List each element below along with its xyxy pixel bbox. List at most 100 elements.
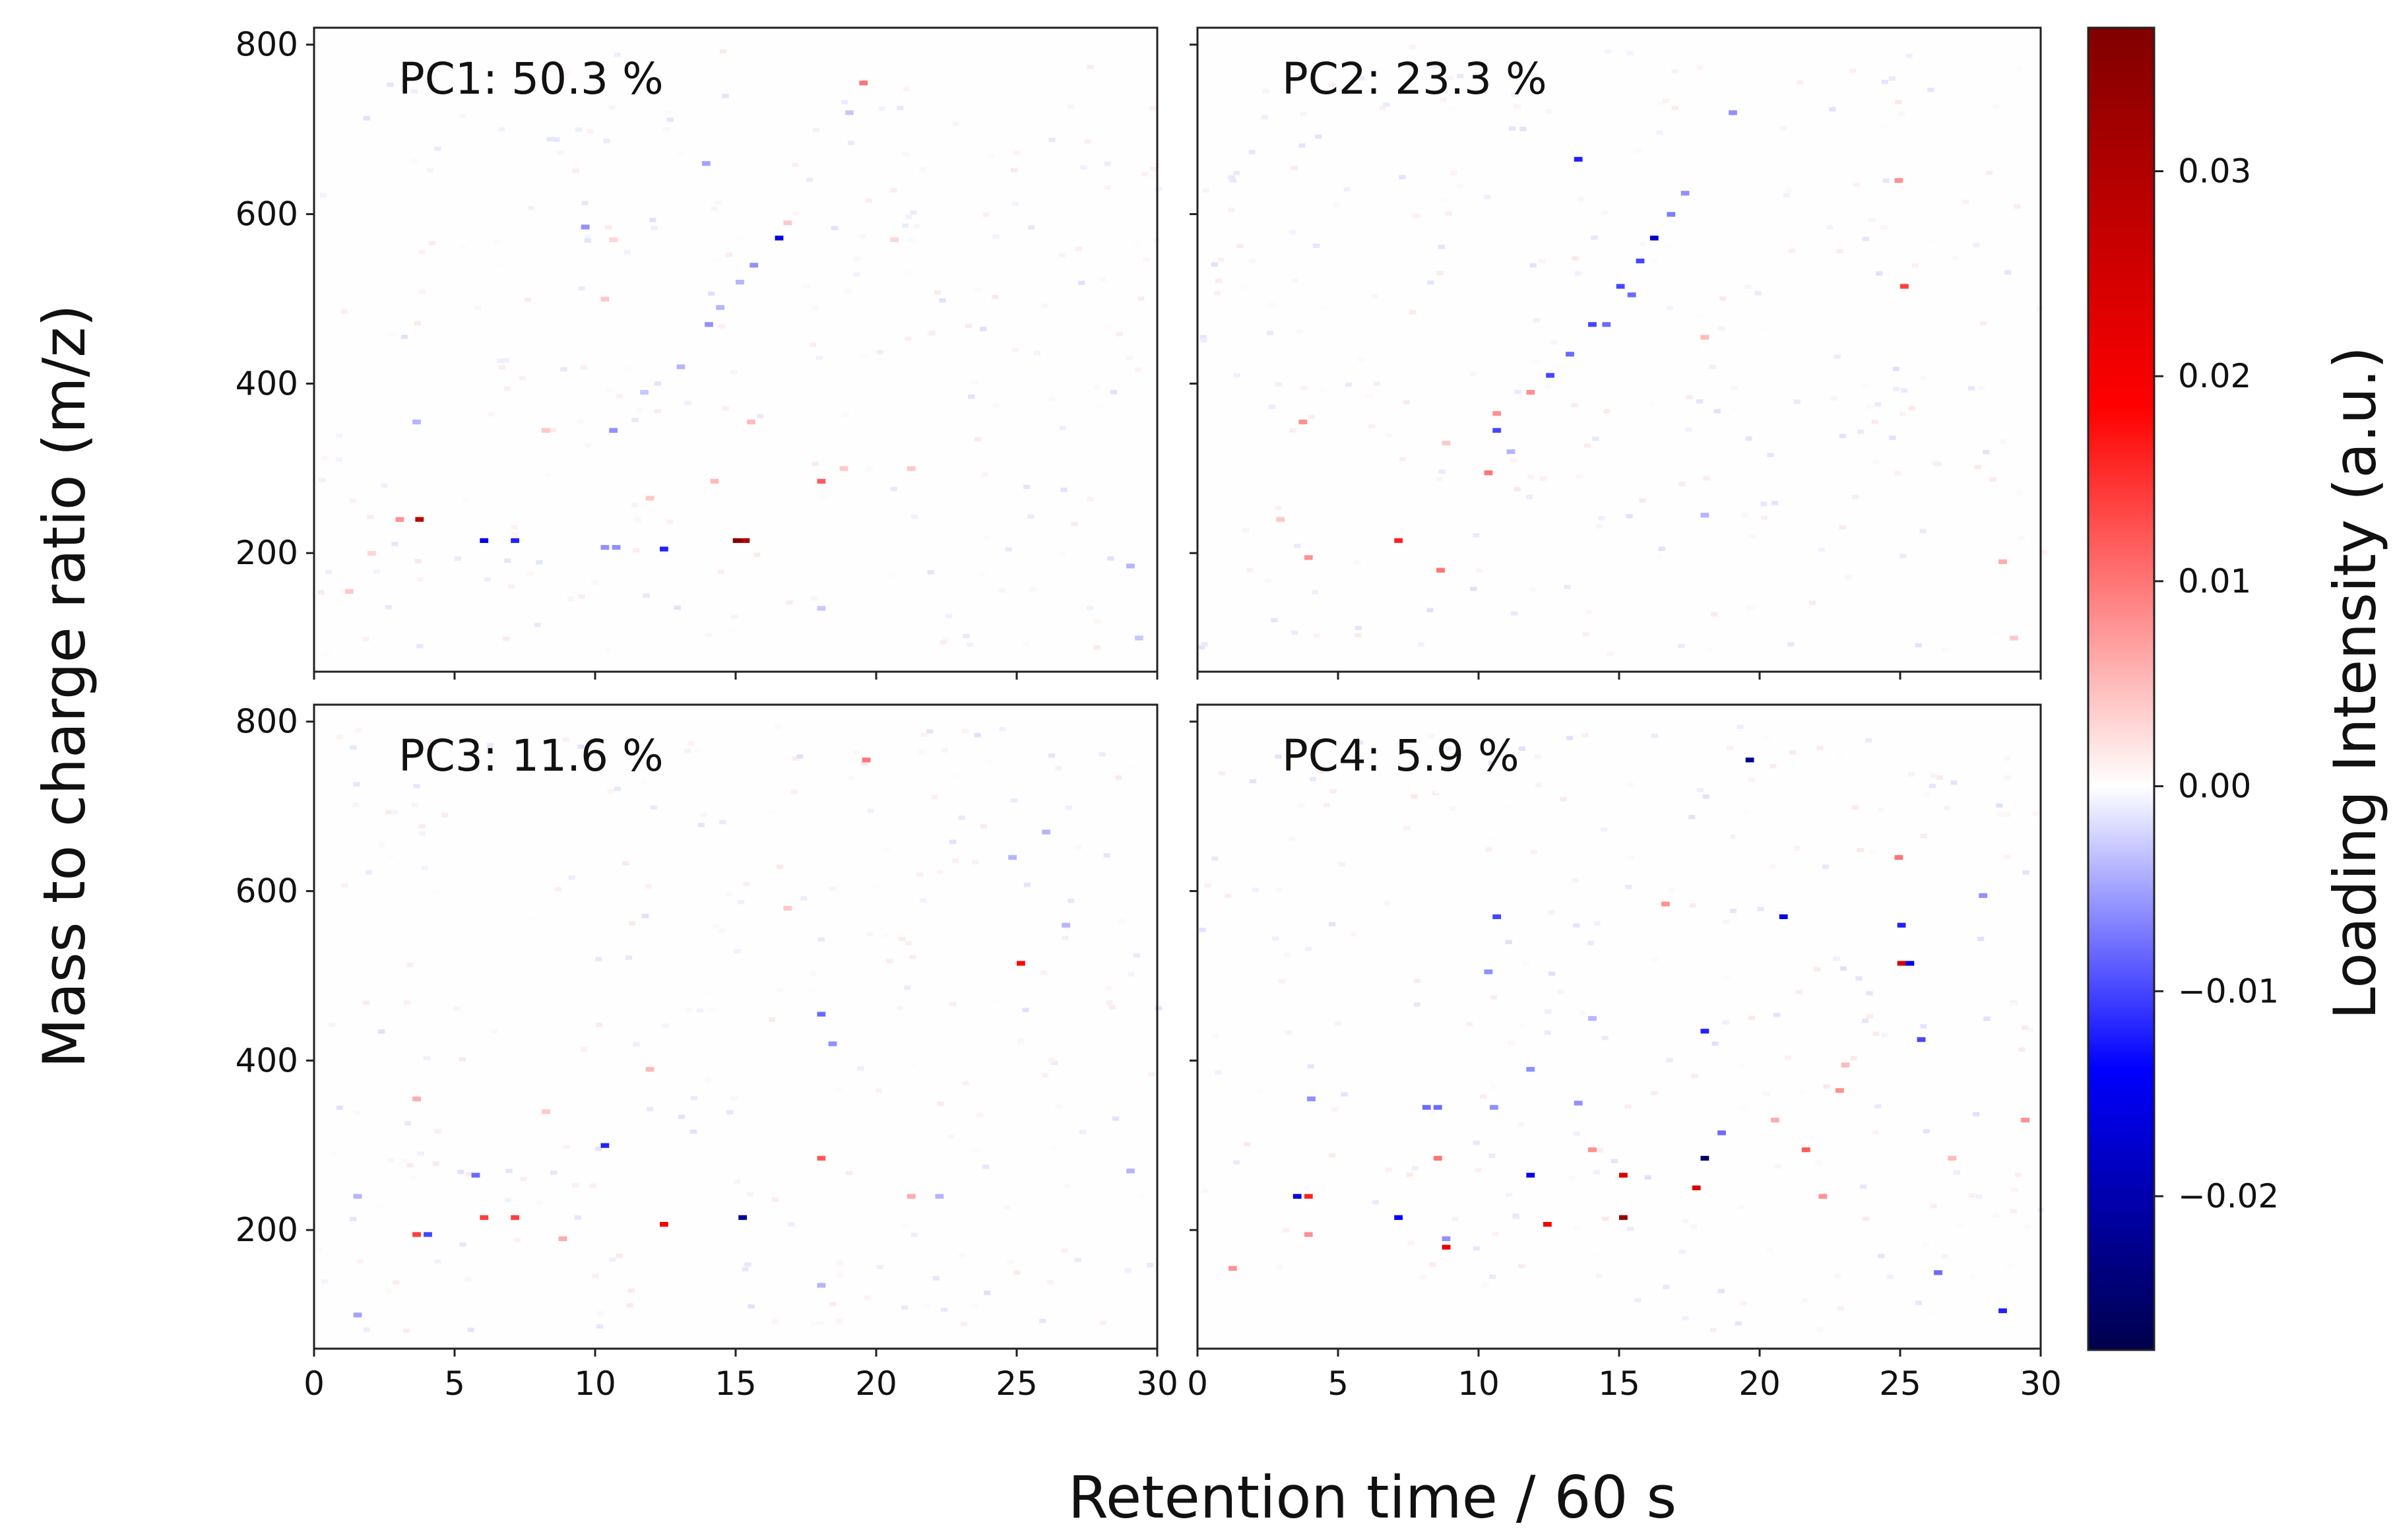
noise-cell [1413, 1002, 1420, 1007]
noise-cell [1446, 746, 1453, 751]
loading-cell [890, 237, 899, 242]
noise-cell [1511, 611, 1518, 616]
noise-cell [428, 241, 436, 245]
noise-cell [904, 985, 911, 990]
noise-cell [1355, 626, 1362, 630]
noise-cell [1819, 133, 1826, 138]
y-tick-label: 800 [236, 26, 298, 64]
noise-cell [1345, 382, 1353, 387]
noise-cell [685, 1008, 692, 1013]
noise-cell [591, 580, 598, 585]
noise-cell [1793, 399, 1801, 404]
noise-cell [336, 457, 343, 462]
noise-cell [524, 298, 532, 302]
noise-cell [362, 637, 369, 641]
noise-cell [1426, 608, 1434, 612]
noise-cell [1560, 796, 1567, 802]
noise-cell [1215, 1070, 1222, 1075]
noise-cell [1291, 630, 1298, 635]
noise-cell [605, 225, 612, 230]
noise-cell [666, 117, 674, 122]
noise-cell [460, 244, 467, 249]
noise-cell [748, 1304, 755, 1309]
noise-cell [936, 870, 943, 874]
noise-cell [1754, 291, 1762, 296]
noise-cell [1797, 80, 1804, 85]
noise-cell [1651, 733, 1658, 738]
noise-cell [1204, 883, 1211, 887]
noise-cell [1233, 1160, 1240, 1165]
noise-cell [605, 387, 612, 393]
loading-cell [1948, 1155, 1957, 1161]
noise-cell [1261, 115, 1268, 120]
noise-cell [1511, 92, 1518, 97]
x-tick-label: 0 [1187, 1364, 1208, 1403]
noise-cell [1738, 1204, 1745, 1209]
noise-cell [703, 990, 711, 996]
noise-cell [596, 1324, 604, 1329]
noise-cell [920, 732, 928, 737]
noise-cell [1107, 556, 1114, 561]
noise-cell [705, 633, 713, 637]
loading-cell [775, 236, 784, 241]
noise-cell [616, 394, 623, 399]
noise-cell [1099, 277, 1106, 282]
noise-cell [1229, 178, 1236, 183]
noise-cell [1907, 772, 1915, 777]
noise-cell [1656, 130, 1663, 135]
loading-cell [676, 364, 686, 369]
noise-cell [773, 1219, 780, 1225]
noise-cell [2027, 1027, 2034, 1032]
noise-cell [1228, 207, 1235, 212]
noise-cell [378, 1029, 385, 1034]
noise-cell [2004, 756, 2011, 761]
noise-cell [1927, 87, 1934, 92]
loading-cell [2021, 1118, 2029, 1123]
noise-cell [616, 1253, 623, 1258]
noise-cell [2015, 490, 2022, 495]
noise-cell [912, 224, 920, 228]
noise-cell [1514, 104, 1521, 109]
loading-cell [716, 305, 724, 310]
noise-cell [1440, 97, 1447, 102]
noise-cell [1137, 296, 1145, 301]
noise-cell [1768, 245, 1775, 251]
noise-cell [909, 955, 916, 959]
noise-cell [1199, 335, 1207, 339]
noise-cell [1545, 109, 1552, 113]
noise-cell [664, 110, 672, 115]
noise-cell [381, 483, 388, 488]
noise-cell [1663, 1285, 1670, 1289]
noise-cell [1992, 1213, 1999, 1218]
noise-cell [1834, 1273, 1841, 1278]
loading-cell [1771, 1118, 1779, 1123]
noise-cell [1334, 1021, 1341, 1026]
noise-cell [1329, 788, 1337, 794]
loading-cell [640, 390, 649, 395]
loading-cell [1835, 1088, 1844, 1093]
noise-cell [1866, 404, 1873, 409]
noise-cell [1962, 199, 1969, 204]
noise-cell [897, 1006, 904, 1010]
noise-cell [1212, 1033, 1219, 1039]
loading-cell [2010, 635, 2018, 641]
noise-cell [1450, 171, 1457, 176]
loading-cell [1490, 1105, 1498, 1110]
noise-cell [927, 570, 934, 575]
loading-cell [1307, 1096, 1316, 1102]
noise-cell [1691, 1074, 1698, 1079]
noise-cell [1767, 453, 1774, 457]
loading-cell [600, 545, 610, 550]
noise-cell [585, 443, 592, 448]
noise-cell [511, 525, 518, 530]
noise-cell [1010, 798, 1017, 803]
noise-cell [1256, 1089, 1264, 1094]
noise-cell [781, 379, 788, 383]
noise-cell [1061, 1248, 1068, 1253]
noise-cell [1047, 1280, 1054, 1285]
noise-cell [355, 728, 362, 733]
noise-cell [559, 64, 567, 69]
noise-cell [1115, 826, 1122, 831]
loading-cell [1442, 441, 1451, 446]
noise-cell [1974, 465, 1981, 470]
